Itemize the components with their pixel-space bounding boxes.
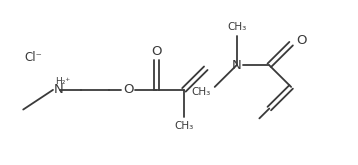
Text: O: O (151, 45, 161, 58)
Text: CH₃: CH₃ (191, 87, 211, 97)
Text: O: O (123, 83, 134, 96)
Text: CH₃: CH₃ (227, 22, 246, 32)
Text: O: O (296, 34, 306, 47)
Text: N: N (54, 83, 64, 96)
Text: Cl⁻: Cl⁻ (24, 51, 42, 64)
Text: N: N (232, 59, 241, 72)
Text: H₂⁺: H₂⁺ (55, 77, 71, 85)
Text: CH₃: CH₃ (174, 121, 194, 131)
